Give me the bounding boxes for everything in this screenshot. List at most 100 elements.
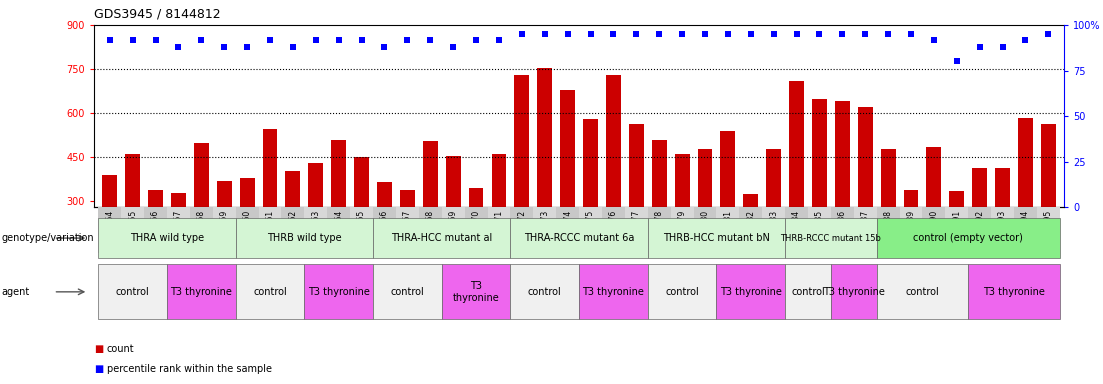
Text: GSM721685: GSM721685 bbox=[815, 210, 824, 256]
Point bbox=[490, 36, 507, 43]
Bar bbox=[121, 25, 144, 207]
Bar bbox=[144, 25, 167, 207]
Bar bbox=[194, 142, 208, 290]
Bar bbox=[190, 25, 213, 207]
Text: GSM721668: GSM721668 bbox=[426, 210, 435, 256]
Bar bbox=[950, 191, 964, 290]
Text: GSM721663: GSM721663 bbox=[311, 210, 320, 256]
Bar bbox=[647, 264, 717, 319]
Bar bbox=[694, 207, 717, 253]
Text: THRA wild type: THRA wild type bbox=[130, 233, 204, 243]
Text: GSM721661: GSM721661 bbox=[266, 210, 275, 256]
Bar bbox=[511, 218, 647, 258]
Text: GSM721676: GSM721676 bbox=[609, 210, 618, 256]
Bar bbox=[514, 75, 529, 290]
Point bbox=[811, 31, 828, 37]
Bar bbox=[858, 108, 872, 290]
Text: GSM721695: GSM721695 bbox=[1043, 210, 1053, 256]
Bar bbox=[396, 25, 419, 207]
Bar bbox=[767, 149, 781, 290]
Bar bbox=[1014, 207, 1037, 253]
Text: GSM721658: GSM721658 bbox=[196, 210, 206, 256]
Bar bbox=[647, 207, 671, 253]
Bar bbox=[831, 207, 854, 253]
Text: THRB wild type: THRB wild type bbox=[267, 233, 342, 243]
Bar bbox=[602, 207, 625, 253]
Point bbox=[307, 36, 324, 43]
Bar bbox=[373, 264, 441, 319]
Point bbox=[604, 31, 622, 37]
Bar bbox=[671, 25, 694, 207]
Text: GSM721665: GSM721665 bbox=[357, 210, 366, 256]
Point bbox=[971, 44, 988, 50]
Bar bbox=[121, 207, 144, 253]
Bar bbox=[373, 25, 396, 207]
Bar bbox=[995, 168, 1010, 290]
Bar bbox=[854, 25, 877, 207]
Text: GSM721672: GSM721672 bbox=[517, 210, 526, 256]
Bar bbox=[968, 207, 992, 253]
Point bbox=[468, 36, 485, 43]
Bar bbox=[717, 207, 739, 253]
Text: count: count bbox=[107, 344, 135, 354]
Text: GSM721686: GSM721686 bbox=[838, 210, 847, 256]
Text: control: control bbox=[791, 287, 825, 297]
Bar bbox=[785, 218, 877, 258]
Bar bbox=[835, 101, 849, 290]
Text: GSM721680: GSM721680 bbox=[700, 210, 709, 256]
Point bbox=[994, 44, 1011, 50]
Text: ■: ■ bbox=[94, 344, 103, 354]
Bar bbox=[583, 119, 598, 290]
Point bbox=[651, 31, 668, 37]
Bar bbox=[900, 207, 922, 253]
Text: ■: ■ bbox=[94, 364, 103, 374]
Text: GSM721671: GSM721671 bbox=[494, 210, 503, 256]
Bar bbox=[171, 193, 186, 290]
Text: GSM721681: GSM721681 bbox=[724, 210, 732, 256]
Bar bbox=[213, 207, 236, 253]
Text: GSM721664: GSM721664 bbox=[334, 210, 343, 256]
Bar bbox=[441, 207, 464, 253]
Text: T3 thyronine: T3 thyronine bbox=[720, 287, 782, 297]
Bar bbox=[877, 264, 968, 319]
Text: GDS3945 / 8144812: GDS3945 / 8144812 bbox=[94, 8, 221, 21]
Text: GSM721669: GSM721669 bbox=[449, 210, 458, 256]
Bar bbox=[1014, 25, 1037, 207]
Point bbox=[628, 31, 645, 37]
Bar bbox=[625, 25, 647, 207]
Bar bbox=[492, 154, 506, 290]
Point bbox=[147, 36, 164, 43]
Bar bbox=[877, 207, 900, 253]
Bar bbox=[671, 207, 694, 253]
Bar bbox=[304, 264, 373, 319]
Bar bbox=[236, 25, 258, 207]
Bar bbox=[281, 207, 304, 253]
Point bbox=[215, 44, 233, 50]
Bar bbox=[328, 207, 350, 253]
Bar bbox=[647, 25, 671, 207]
Bar bbox=[579, 264, 647, 319]
Bar bbox=[556, 25, 579, 207]
Bar bbox=[258, 207, 281, 253]
Text: control: control bbox=[906, 287, 940, 297]
Bar bbox=[652, 140, 666, 290]
Bar bbox=[922, 25, 945, 207]
Bar bbox=[126, 154, 140, 290]
Bar bbox=[903, 190, 919, 290]
Text: GSM721673: GSM721673 bbox=[540, 210, 549, 256]
Bar bbox=[831, 25, 854, 207]
Bar bbox=[263, 129, 278, 290]
Point bbox=[513, 31, 531, 37]
Bar bbox=[785, 264, 831, 319]
Text: GSM721694: GSM721694 bbox=[1021, 210, 1030, 256]
Bar bbox=[762, 25, 785, 207]
Text: GSM721690: GSM721690 bbox=[930, 210, 939, 256]
Point bbox=[536, 31, 554, 37]
Bar bbox=[647, 218, 785, 258]
Point bbox=[947, 58, 965, 65]
Bar bbox=[739, 25, 762, 207]
Text: GSM721670: GSM721670 bbox=[472, 210, 481, 256]
Bar bbox=[446, 156, 461, 290]
Bar bbox=[144, 207, 167, 253]
Bar bbox=[992, 25, 1014, 207]
